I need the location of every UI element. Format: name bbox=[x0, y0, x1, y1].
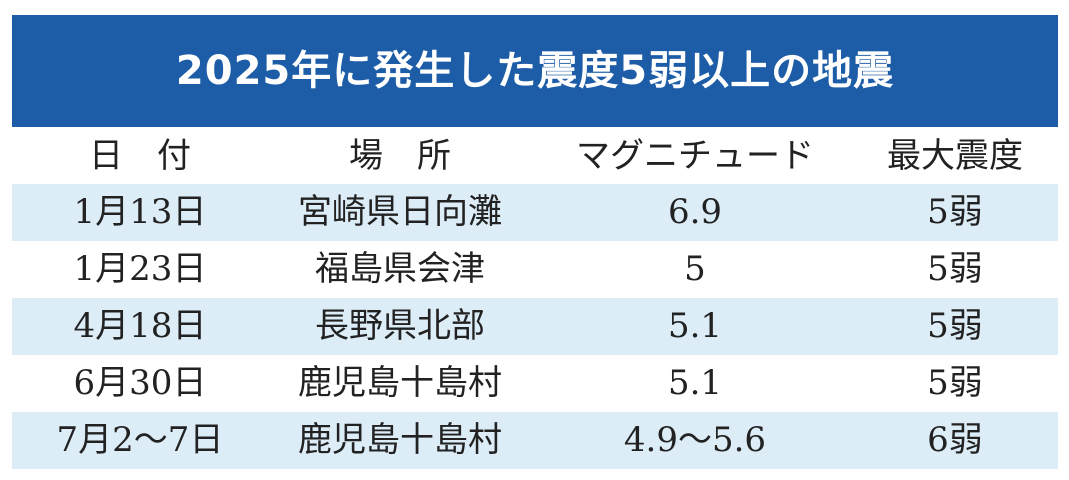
title-bar: 2025年に発生した震度5弱以上の地震 bbox=[12, 15, 1058, 127]
column-header: 日 付 bbox=[89, 136, 191, 176]
table-cell: 5.1 bbox=[667, 363, 723, 403]
table-cell: 鹿児島十島村 bbox=[298, 363, 502, 403]
table-cell: 4.9～5.6 bbox=[623, 420, 767, 460]
table-cell: 宮崎県日向灘 bbox=[298, 192, 502, 232]
table-cell: 7月2～7日 bbox=[56, 420, 224, 460]
column-header: マグニチュード bbox=[576, 136, 814, 176]
table-row: 6月30日 鹿児島十島村 5.1 5弱 bbox=[12, 355, 1058, 412]
column-header: 最大震度 bbox=[887, 136, 1023, 176]
table-row: 1月23日 福島県会津 5 5弱 bbox=[12, 241, 1058, 298]
table-cell: 5 bbox=[684, 249, 706, 289]
table-cell: 5弱 bbox=[927, 249, 983, 289]
header-row: 日 付 場 所 マグニチュード 最大震度 bbox=[12, 128, 1058, 185]
table-cell: 6.9 bbox=[667, 192, 723, 232]
table-cell: 4月18日 bbox=[73, 306, 207, 346]
table-cell: 1月23日 bbox=[73, 249, 207, 289]
table-cell: 1月13日 bbox=[73, 192, 207, 232]
table-cell: 長野県北部 bbox=[315, 306, 485, 346]
table-cell: 5弱 bbox=[927, 192, 983, 232]
table-cell: 6月30日 bbox=[73, 363, 207, 403]
table-cell: 福島県会津 bbox=[315, 249, 485, 289]
table-cell: 5弱 bbox=[927, 363, 983, 403]
table-cell: 鹿児島十島村 bbox=[298, 420, 502, 460]
table-cell: 5弱 bbox=[927, 306, 983, 346]
table-row: 4月18日 長野県北部 5.1 5弱 bbox=[12, 298, 1058, 355]
table-row: 1月13日 宮崎県日向灘 6.9 5弱 bbox=[12, 184, 1058, 241]
table-cell: 5.1 bbox=[667, 306, 723, 346]
table-cell: 6弱 bbox=[927, 420, 983, 460]
title: 2025年に発生した震度5弱以上の地震 bbox=[175, 48, 895, 94]
table-row: 7月2～7日 鹿児島十島村 4.9～5.6 6弱 bbox=[12, 412, 1058, 469]
column-header: 場 所 bbox=[349, 136, 451, 176]
